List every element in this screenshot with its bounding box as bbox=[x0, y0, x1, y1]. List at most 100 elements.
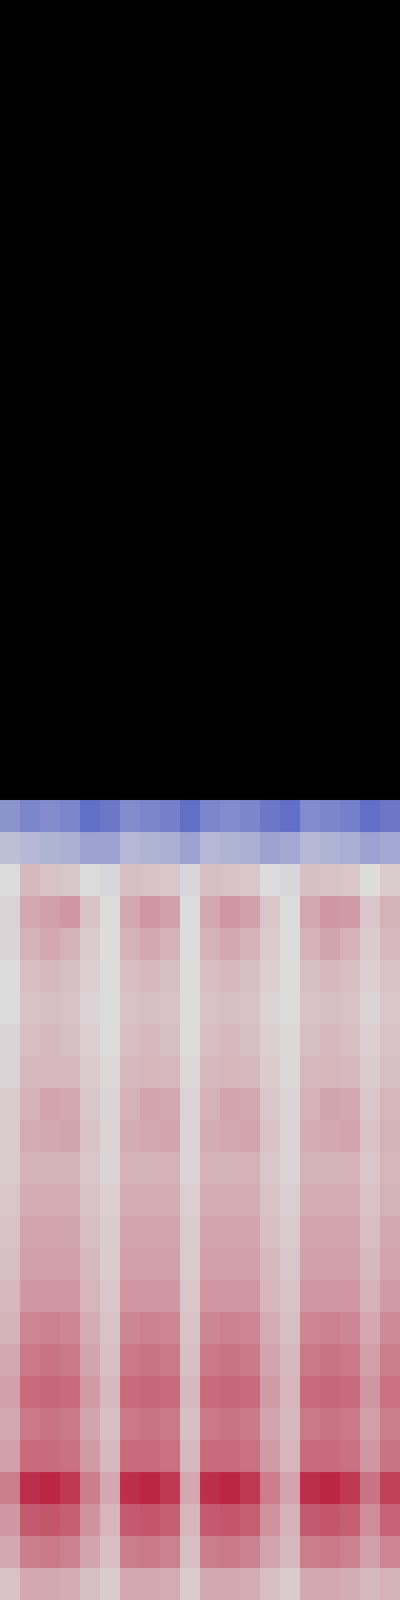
heatmap-cell bbox=[0, 896, 21, 929]
heatmap-cell bbox=[300, 1152, 321, 1185]
heatmap-cell bbox=[80, 1024, 101, 1057]
heatmap-cell bbox=[100, 800, 121, 833]
heatmap-cell bbox=[300, 1344, 321, 1377]
heatmap-cell bbox=[380, 960, 400, 993]
heatmap-cell bbox=[340, 1152, 361, 1185]
heatmap-cell bbox=[140, 896, 161, 929]
heatmap-cell bbox=[340, 1088, 361, 1121]
background bbox=[0, 0, 400, 1600]
heatmap-cell bbox=[220, 992, 241, 1025]
heatmap-cell bbox=[300, 1024, 321, 1057]
heatmap-cell bbox=[320, 960, 341, 993]
heatmap-cell bbox=[280, 1568, 301, 1600]
heatmap-cell bbox=[220, 1184, 241, 1217]
heatmap-cell bbox=[260, 928, 281, 961]
heatmap-cell bbox=[160, 1024, 181, 1057]
heatmap-cell bbox=[120, 896, 141, 929]
heatmap-cell bbox=[260, 960, 281, 993]
heatmap-cell bbox=[240, 832, 261, 865]
heatmap-cell bbox=[300, 992, 321, 1025]
heatmap-cell bbox=[360, 800, 381, 833]
heatmap-cell bbox=[280, 1408, 301, 1441]
heatmap-cell bbox=[280, 1088, 301, 1121]
heatmap-cell bbox=[380, 992, 400, 1025]
heatmap-cell bbox=[240, 1216, 261, 1249]
heatmap-cell bbox=[280, 1120, 301, 1153]
heatmap-cell bbox=[220, 1440, 241, 1473]
heatmap-cell bbox=[180, 1024, 201, 1057]
heatmap-cell bbox=[100, 1024, 121, 1057]
heatmap-cell bbox=[60, 1504, 81, 1537]
heatmap-cell bbox=[260, 1024, 281, 1057]
heatmap-cell bbox=[340, 1408, 361, 1441]
heatmap-cell bbox=[20, 1184, 41, 1217]
heatmap-cell bbox=[20, 1248, 41, 1281]
heatmap-cell bbox=[120, 1120, 141, 1153]
heatmap-cell bbox=[80, 1536, 101, 1569]
heatmap-cell bbox=[300, 1312, 321, 1345]
heatmap-cell bbox=[200, 1216, 221, 1249]
heatmap-cell bbox=[220, 864, 241, 897]
heatmap-cell bbox=[60, 1248, 81, 1281]
heatmap-cell bbox=[60, 896, 81, 929]
heatmap-cell bbox=[360, 1120, 381, 1153]
heatmap-cell bbox=[140, 1024, 161, 1057]
heatmap-cell bbox=[280, 1344, 301, 1377]
heatmap-cell bbox=[120, 832, 141, 865]
heatmap-cell bbox=[60, 1376, 81, 1409]
heatmap-cell bbox=[260, 864, 281, 897]
heatmap-cell bbox=[260, 992, 281, 1025]
heatmap-cell bbox=[280, 1504, 301, 1537]
heatmap-cell bbox=[300, 896, 321, 929]
heatmap-cell bbox=[360, 1568, 381, 1600]
heatmap-cell bbox=[80, 1344, 101, 1377]
heatmap-cell bbox=[60, 1216, 81, 1249]
heatmap-cell bbox=[340, 1056, 361, 1089]
heatmap-cell bbox=[140, 1248, 161, 1281]
heatmap-cell bbox=[100, 832, 121, 865]
heatmap-cell bbox=[60, 1120, 81, 1153]
heatmap-cell bbox=[240, 928, 261, 961]
heatmap-cell bbox=[140, 1184, 161, 1217]
heatmap-cell bbox=[100, 1408, 121, 1441]
heatmap-cell bbox=[0, 1216, 21, 1249]
heatmap-cell bbox=[80, 896, 101, 929]
heatmap-cell bbox=[180, 1504, 201, 1537]
heatmap-cell bbox=[60, 1152, 81, 1185]
heatmap-cell bbox=[60, 864, 81, 897]
heatmap-cell bbox=[360, 1216, 381, 1249]
heatmap-cell bbox=[20, 992, 41, 1025]
heatmap-cell bbox=[40, 1088, 61, 1121]
heatmap-cell bbox=[380, 1376, 400, 1409]
heatmap-cell bbox=[40, 1472, 61, 1505]
heatmap-cell bbox=[320, 864, 341, 897]
heatmap-cell bbox=[200, 992, 221, 1025]
heatmap-cell bbox=[80, 1408, 101, 1441]
heatmap-cell bbox=[220, 1056, 241, 1089]
heatmap-cell bbox=[180, 832, 201, 865]
heatmap-cell bbox=[280, 1056, 301, 1089]
heatmap-cell bbox=[40, 1280, 61, 1313]
heatmap-cell bbox=[260, 1472, 281, 1505]
heatmap-cell bbox=[180, 1472, 201, 1505]
heatmap-cell bbox=[200, 1344, 221, 1377]
heatmap-cell bbox=[360, 1248, 381, 1281]
heatmap-cell bbox=[0, 1120, 21, 1153]
heatmap-cell bbox=[280, 1376, 301, 1409]
heatmap-cell bbox=[320, 1184, 341, 1217]
heatmap-cell bbox=[160, 1280, 181, 1313]
heatmap-cell bbox=[160, 1440, 181, 1473]
heatmap-cell bbox=[240, 992, 261, 1025]
heatmap-cell bbox=[60, 928, 81, 961]
heatmap-cell bbox=[280, 896, 301, 929]
heatmap-cell bbox=[200, 800, 221, 833]
heatmap-cell bbox=[280, 1280, 301, 1313]
heatmap-cell bbox=[160, 864, 181, 897]
heatmap-cell bbox=[180, 896, 201, 929]
heatmap-cell bbox=[320, 1472, 341, 1505]
heatmap-cell bbox=[320, 1312, 341, 1345]
heatmap-cell bbox=[320, 896, 341, 929]
heatmap-cell bbox=[60, 1408, 81, 1441]
heatmap-cell bbox=[20, 1152, 41, 1185]
heatmap-cell bbox=[380, 800, 400, 833]
